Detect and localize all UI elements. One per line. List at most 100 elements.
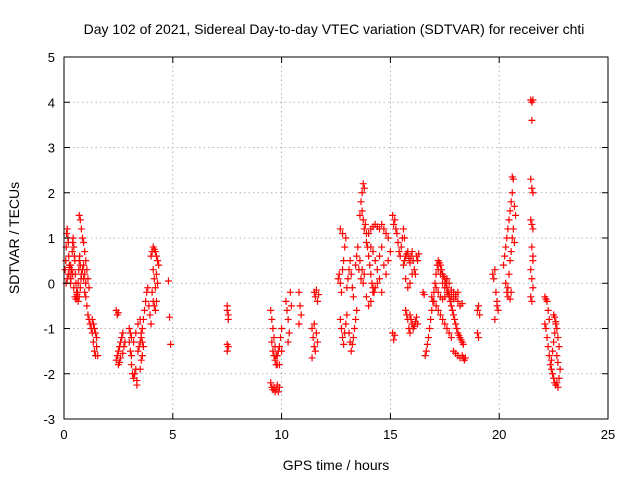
data-point	[136, 338, 144, 346]
data-point	[78, 234, 86, 242]
data-point	[357, 275, 365, 283]
data-point	[378, 220, 386, 228]
y-tick-label: 2	[48, 186, 55, 201]
data-point	[366, 261, 374, 269]
data-point	[81, 270, 89, 278]
data-point	[392, 225, 400, 233]
data-point	[356, 257, 364, 265]
data-point	[76, 216, 84, 224]
data-point	[274, 388, 282, 396]
data-point	[271, 356, 279, 364]
data-point	[447, 302, 455, 310]
data-point	[353, 306, 361, 314]
data-point	[436, 261, 444, 269]
data-point	[404, 284, 412, 292]
data-point	[549, 370, 557, 378]
data-point	[345, 266, 353, 274]
data-point	[382, 229, 390, 237]
data-point	[167, 340, 175, 348]
data-point	[115, 358, 123, 366]
data-point	[399, 225, 407, 233]
data-point	[365, 229, 373, 237]
data-point	[139, 315, 147, 323]
data-point	[506, 295, 514, 303]
data-point	[336, 315, 344, 323]
data-point	[89, 320, 97, 328]
data-point	[284, 338, 292, 346]
data-point	[430, 297, 438, 305]
data-point	[436, 270, 444, 278]
data-point	[223, 347, 231, 355]
data-point	[164, 277, 172, 285]
data-point	[509, 225, 517, 233]
data-point	[493, 302, 501, 310]
data-point	[345, 329, 353, 337]
data-point	[267, 379, 275, 387]
data-point	[491, 315, 499, 323]
data-point	[441, 284, 449, 292]
data-point	[391, 331, 399, 339]
data-point	[358, 266, 366, 274]
data-point	[352, 261, 360, 269]
data-point	[151, 284, 159, 292]
data-point	[70, 284, 78, 292]
data-point	[527, 293, 535, 301]
data-point	[308, 325, 316, 332]
data-point	[68, 266, 76, 274]
data-point	[135, 343, 143, 351]
data-point	[453, 325, 461, 332]
data-point	[349, 293, 357, 301]
data-point	[150, 302, 158, 310]
data-point	[551, 313, 559, 321]
data-point	[529, 189, 537, 197]
data-point	[410, 266, 418, 274]
data-point	[346, 257, 354, 265]
data-point	[555, 374, 563, 382]
data-point	[284, 315, 292, 323]
data-point	[369, 248, 377, 256]
data-point	[278, 347, 286, 355]
data-point	[285, 329, 293, 337]
data-point	[358, 189, 366, 197]
data-point	[528, 243, 536, 251]
data-point	[267, 306, 275, 314]
data-point	[89, 338, 97, 346]
data-point	[528, 116, 536, 124]
data-point	[506, 257, 514, 265]
data-point	[427, 315, 435, 323]
data-point	[360, 225, 368, 233]
data-point	[83, 266, 91, 274]
data-point	[127, 334, 135, 342]
data-point	[141, 306, 149, 314]
data-point	[356, 211, 364, 219]
data-point	[367, 270, 375, 278]
data-point	[510, 202, 518, 210]
data-point	[384, 257, 392, 265]
data-point	[365, 252, 373, 260]
data-point	[278, 325, 286, 332]
data-point	[275, 343, 283, 351]
chart-title: Day 102 of 2021, Sidereal Day-to-day VTE…	[84, 21, 585, 37]
data-point	[118, 334, 126, 342]
data-point	[423, 340, 431, 348]
data-point	[529, 225, 537, 233]
data-point	[347, 270, 355, 278]
data-point	[555, 343, 563, 351]
y-tick-label: 4	[48, 95, 55, 110]
data-point	[403, 311, 411, 319]
data-point	[553, 352, 561, 360]
data-point	[114, 309, 122, 317]
data-point	[543, 297, 551, 305]
data-point	[152, 252, 160, 260]
data-point	[547, 356, 555, 364]
data-point	[350, 325, 358, 332]
data-point	[391, 216, 399, 224]
data-point	[473, 329, 481, 337]
data-point	[399, 261, 407, 269]
data-point	[155, 261, 163, 269]
data-point	[545, 315, 553, 323]
data-point	[286, 288, 294, 296]
data-point	[353, 252, 361, 260]
y-tick-label: 0	[48, 276, 55, 291]
data-point	[341, 243, 349, 251]
